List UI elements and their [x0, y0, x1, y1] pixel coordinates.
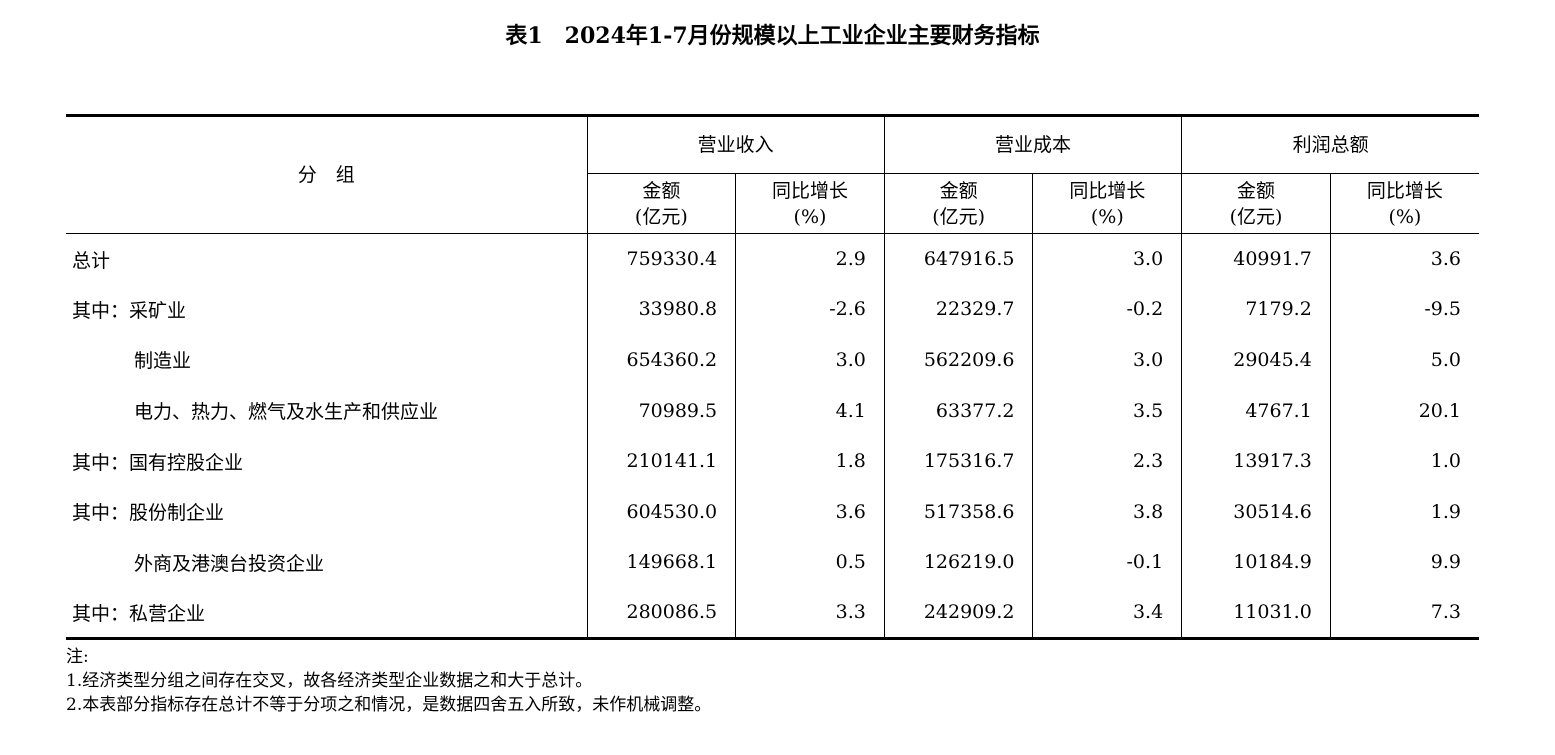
table-row: 外商及港澳台投资企业 149668.1 0.5 126219.0 -0.1 10184.9…	[66, 537, 1479, 588]
table-cell: 3.6	[735, 486, 885, 538]
notes-label: 注:	[66, 647, 89, 667]
subheader-amount-unit: (亿元)	[932, 205, 986, 228]
subheader-growth: 同比增长 (%)	[1032, 173, 1182, 234]
table-cell: 2.3	[1032, 435, 1182, 487]
table-cell: 1.9	[1329, 486, 1479, 538]
group-header: 分 组	[66, 114, 587, 234]
table-cell: 0.5	[735, 537, 885, 588]
subheader-amount: 金额 (亿元)	[1181, 173, 1331, 234]
row-label: 总计	[72, 249, 111, 272]
table-row: 其中：采矿业 33980.8 -2.6 22329.7 -0.2 7179.2 -9.5	[66, 284, 1479, 335]
row-label: 外商及港澳台投资企业	[134, 552, 325, 575]
table-cell: 40991.7	[1181, 233, 1331, 285]
table-cell: 30514.6	[1181, 486, 1331, 538]
table-row: 其中：私营企业 280086.5 3.3 242909.2 3.4 11031.0 7.3	[66, 587, 1479, 640]
table-cell: 4.1	[735, 385, 885, 436]
table-cell: 1.0	[1329, 435, 1479, 487]
subheader-growth-unit: (%)	[793, 205, 827, 228]
table-row: 电力、热力、燃气及水生产和供应业 70989.5 4.1 63377.2 3.5 4767…	[66, 385, 1479, 436]
subheader-amount-unit: (亿元)	[1229, 205, 1283, 228]
table-cell: 22329.7	[883, 284, 1033, 335]
subheader-growth-label: 同比增长	[771, 179, 848, 202]
table-cell: 9.9	[1329, 537, 1479, 588]
subheader-amount: 金额 (亿元)	[586, 173, 736, 234]
table-cell: 11031.0	[1181, 587, 1331, 640]
note-item-1: 1.经济类型分组之间存在交叉，故各经济类型企业数据之和大于总计。	[66, 671, 593, 691]
table-cell: 7.3	[1329, 587, 1479, 640]
table-cell: -0.2	[1032, 284, 1182, 335]
table-cell: 3.3	[735, 587, 885, 640]
table-cell: 3.0	[1032, 334, 1182, 386]
table-cell: 654360.2	[586, 334, 736, 386]
table-cell: 3.0	[1032, 233, 1182, 285]
table-cell: 2.9	[735, 233, 885, 285]
table-cell: 3.6	[1329, 233, 1479, 285]
table-cell: 3.4	[1032, 587, 1182, 640]
subheader-amount-label: 金额	[1236, 179, 1275, 202]
table-body: 总计 759330.4 2.9 647916.5 3.0 40991.7 3.6 其中：采矿业…	[66, 233, 1479, 640]
table-cell: 20.1	[1329, 385, 1479, 436]
table-cell: -0.1	[1032, 537, 1182, 588]
table-cell: 210141.1	[586, 435, 736, 487]
table-cell: 280086.5	[586, 587, 736, 640]
row-label: 其中：股份制企业	[72, 502, 225, 525]
subheader-growth-label: 同比增长	[1366, 179, 1443, 202]
table-row: 制造业 654360.2 3.0 562209.6 3.0 29045.4 5.0	[66, 334, 1479, 386]
row-label: 电力、热力、燃气及水生产和供应业	[134, 401, 439, 424]
table-header: 分 组 营业收入 营业成本 利润总额 金额 (亿元) 同比增长 (%) 金额 (亿元) 同比…	[66, 114, 1479, 234]
table-cell: 149668.1	[586, 537, 736, 588]
column-header-profit: 利润总额	[1181, 114, 1479, 174]
table-cell: 1.8	[735, 435, 885, 487]
table-row: 其中：国有控股企业 210141.1 1.8 175316.7 2.3 13917.3 1.…	[66, 435, 1479, 487]
subheader-growth-unit: (%)	[1388, 205, 1422, 228]
row-label: 其中：私营企业	[66, 587, 587, 640]
table-cell: 7179.2	[1181, 284, 1331, 335]
subheader-growth-unit: (%)	[1090, 205, 1124, 228]
row-label: 其中：采矿业	[72, 299, 187, 322]
financial-indicators-table: 分 组 营业收入 营业成本 利润总额 金额 (亿元) 同比增长 (%) 金额 (亿元) 同比…	[66, 114, 1479, 640]
table-cell: 13917.3	[1181, 435, 1331, 487]
table-cell: 3.8	[1032, 486, 1182, 538]
table-cell: 5.0	[1329, 334, 1479, 386]
subheader-amount-label: 金额	[939, 179, 978, 202]
table-title: 表1 2024年1-7月份规模以上工业企业主要财务指标	[505, 23, 1040, 49]
table-cell: 604530.0	[586, 486, 736, 538]
column-header-cost: 营业成本	[883, 114, 1182, 174]
table-cell: 70989.5	[586, 385, 736, 436]
subheader-amount-unit: (亿元)	[634, 205, 688, 228]
table-cell: 175316.7	[883, 435, 1033, 487]
table-cell: 759330.4	[586, 233, 736, 285]
notes: 注: 1.经济类型分组之间存在交叉，故各经济类型企业数据之和大于总计。 2.本表…	[66, 645, 711, 717]
column-header-revenue: 营业收入	[586, 114, 885, 174]
table-cell: -9.5	[1329, 284, 1479, 335]
table-cell: 562209.6	[883, 334, 1033, 386]
table-cell: -2.6	[735, 284, 885, 335]
table-cell: 63377.2	[883, 385, 1033, 436]
subheader-growth: 同比增长 (%)	[735, 173, 885, 234]
table-cell: 517358.6	[883, 486, 1033, 538]
subheader-growth: 同比增长 (%)	[1329, 173, 1479, 234]
table-cell: 33980.8	[586, 284, 736, 335]
table-cell: 647916.5	[883, 233, 1033, 285]
row-label: 制造业	[134, 350, 192, 373]
table-cell: 10184.9	[1181, 537, 1331, 588]
table-cell: 4767.1	[1181, 385, 1331, 436]
table-cell: 3.5	[1032, 385, 1182, 436]
table-cell: 242909.2	[883, 587, 1033, 640]
subheader-growth-label: 同比增长	[1069, 179, 1146, 202]
table-cell: 29045.4	[1181, 334, 1331, 386]
table-cell: 126219.0	[883, 537, 1033, 588]
row-label: 其中：国有控股企业	[72, 451, 244, 474]
table-row: 其中：股份制企业 604530.0 3.6 517358.6 3.8 30514.6 1.9	[66, 486, 1479, 538]
table-row: 总计 759330.4 2.9 647916.5 3.0 40991.7 3.6	[66, 233, 1479, 285]
table-cell: 3.0	[735, 334, 885, 386]
subheader-amount-label: 金额	[642, 179, 681, 202]
note-item-2: 2.本表部分指标存在总计不等于分项之和情况，是数据四舍五入所致，未作机械调整。	[66, 695, 712, 715]
subheader-amount: 金额 (亿元)	[883, 173, 1033, 234]
